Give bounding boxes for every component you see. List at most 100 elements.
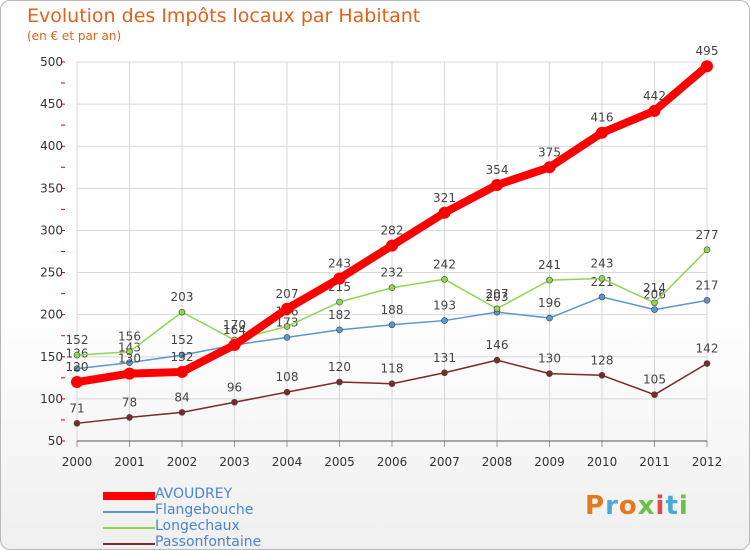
data-point <box>126 348 133 356</box>
legend-label: Flangebouche <box>155 502 254 518</box>
data-point <box>126 414 133 421</box>
data-label: 120 <box>66 360 89 374</box>
y-tick-label: 300 <box>40 223 63 237</box>
x-tick-label: 2007 <box>429 455 460 469</box>
legend-swatch <box>103 527 155 529</box>
logo-letter: t <box>665 491 679 521</box>
logo-letter: P <box>585 491 606 521</box>
logo-letter: x <box>637 491 656 521</box>
data-point <box>388 321 396 329</box>
data-point <box>71 376 83 389</box>
data-point <box>703 360 711 367</box>
x-tick-label: 2010 <box>587 455 618 469</box>
x-tick-label: 2001 <box>114 455 145 469</box>
x-tick-label: 2000 <box>62 455 93 469</box>
logo-letter: i <box>678 491 689 521</box>
x-tick-label: 2002 <box>167 455 198 469</box>
data-label: 105 <box>643 373 666 387</box>
data-point <box>333 272 346 285</box>
data-label: 173 <box>276 315 299 329</box>
y-tick-label: 250 <box>40 266 63 280</box>
data-point <box>648 104 661 117</box>
data-label: 146 <box>486 338 509 352</box>
data-point <box>283 388 291 396</box>
legend-label: AVOUDREY <box>155 486 233 502</box>
data-label: 170 <box>223 318 246 332</box>
data-label: 207 <box>276 287 299 301</box>
legend-label: Passonfontaine <box>155 534 262 550</box>
data-point <box>178 351 186 359</box>
data-point <box>651 391 658 398</box>
data-label: 243 <box>328 256 351 270</box>
legend-label: Longechaux <box>155 518 240 534</box>
data-label: 164 <box>223 323 246 337</box>
logo-letter: o <box>618 491 638 521</box>
data-label: 84 <box>174 390 189 404</box>
data-label: 142 <box>696 342 719 356</box>
data-label: 416 <box>591 111 614 125</box>
data-label: 232 <box>381 266 404 280</box>
data-point <box>441 275 448 283</box>
y-tick-label: 500 <box>40 55 63 69</box>
data-label: 375 <box>538 145 561 159</box>
data-point <box>283 323 291 330</box>
data-point <box>438 206 451 219</box>
data-point <box>546 370 553 377</box>
data-point <box>598 293 606 301</box>
data-label: 71 <box>69 401 84 415</box>
data-point <box>386 239 398 252</box>
data-label: 118 <box>381 362 404 376</box>
data-label: 214 <box>643 281 666 295</box>
data-label: 130 <box>538 352 561 366</box>
data-point <box>441 317 448 324</box>
x-tick-label: 2003 <box>219 455 250 469</box>
y-tick-label: 150 <box>40 350 63 364</box>
data-point <box>491 178 503 191</box>
data-point <box>441 369 448 377</box>
series-longechaux: 152156203170186215232242207241243214277 <box>66 228 718 359</box>
x-tick-label: 2008 <box>482 455 513 469</box>
data-point <box>701 60 713 73</box>
data-label: 217 <box>696 278 719 292</box>
data-point <box>126 359 133 366</box>
data-point <box>178 409 186 416</box>
data-label: 128 <box>591 353 614 367</box>
data-label: 442 <box>643 89 666 103</box>
data-label: 321 <box>433 191 456 205</box>
data-label: 78 <box>122 395 137 409</box>
data-label: 120 <box>328 360 351 374</box>
legend-swatch <box>103 511 155 513</box>
data-point <box>283 334 291 341</box>
data-label: 132 <box>171 350 194 364</box>
x-tick-label: 2006 <box>377 455 408 469</box>
data-point <box>228 338 241 351</box>
y-tick-label: 100 <box>40 392 63 406</box>
data-point <box>73 365 81 372</box>
data-point <box>123 367 136 380</box>
x-tick-label: 2004 <box>272 455 303 469</box>
data-label: 182 <box>328 308 351 322</box>
legend-swatch <box>103 543 155 545</box>
data-label: 131 <box>433 351 456 365</box>
data-point <box>73 351 81 359</box>
y-tick-label: 350 <box>40 181 63 195</box>
data-point <box>73 420 81 427</box>
data-point <box>176 365 188 378</box>
data-point <box>281 302 293 315</box>
data-label: 164 <box>223 323 246 337</box>
data-point <box>336 298 343 306</box>
data-label: 243 <box>591 256 614 270</box>
data-point <box>651 299 658 307</box>
data-point <box>546 314 553 322</box>
proxiti-logo: Proxiti <box>585 491 689 521</box>
data-label: 188 <box>381 303 404 317</box>
data-point <box>598 275 606 282</box>
data-label: 196 <box>538 296 561 310</box>
data-label: 495 <box>696 44 719 58</box>
data-label: 282 <box>381 224 404 238</box>
data-label: 241 <box>538 258 561 272</box>
x-tick-label: 2009 <box>534 455 565 469</box>
y-tick-label: 50 <box>48 434 63 448</box>
series-avoudrey: 120 130 132 164 207 243 282 321 354 375 416 442 495 <box>66 44 719 389</box>
